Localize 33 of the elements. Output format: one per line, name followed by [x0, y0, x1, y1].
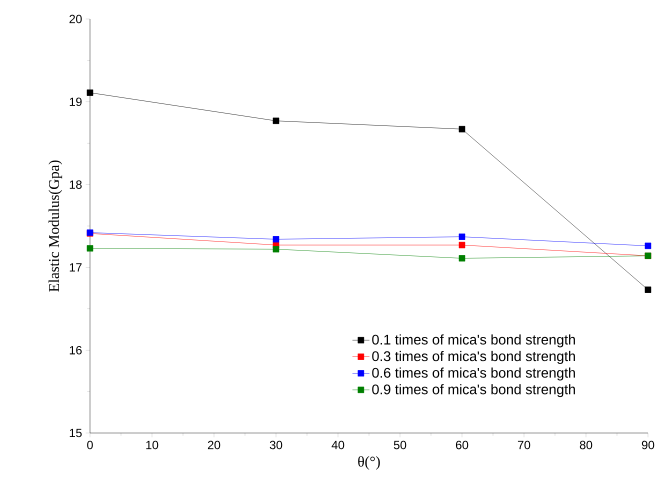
x-tick-label: 50	[394, 440, 406, 450]
point	[86, 245, 94, 252]
x-tick-label: 60	[456, 440, 468, 450]
legend-label: 0.9 times of mica's bond strength	[372, 384, 575, 398]
point	[86, 90, 94, 96]
x-tick-label: 0	[87, 440, 93, 450]
x-tick-label: 10	[146, 440, 158, 450]
x-tick-label: 20	[208, 440, 220, 450]
x-tick-label: 30	[270, 440, 282, 450]
x-tick-label: 40	[332, 440, 344, 450]
point	[272, 246, 280, 252]
point	[272, 118, 280, 124]
point	[458, 126, 466, 132]
point	[458, 255, 466, 262]
x-tick-label: 80	[580, 440, 592, 450]
legend-label: 0.3 times of mica's bond strength	[372, 350, 575, 364]
legend-label: 0.6 times of mica's bond strength	[372, 368, 575, 381]
point	[458, 234, 466, 240]
point	[458, 242, 466, 248]
x-axis-title: θ(°)	[358, 456, 380, 470]
x-tick-label: 90	[642, 440, 654, 450]
y-tick-label: 19	[70, 98, 82, 106]
y-axis-title: Elastic Modulus(Gpa)	[48, 160, 62, 292]
x-tick-label: 70	[518, 440, 530, 450]
y-tick-label: 18	[70, 180, 82, 189]
point	[644, 242, 652, 250]
point	[272, 236, 280, 242]
y-tick-label: 17	[70, 263, 82, 272]
y-tick-label: 15	[70, 428, 82, 438]
point	[644, 286, 652, 293]
y-tick-label: 20	[70, 14, 82, 24]
legend-label: 0.1 times of mica's bond strength	[372, 334, 575, 348]
y-tick-label: 16	[70, 346, 82, 354]
